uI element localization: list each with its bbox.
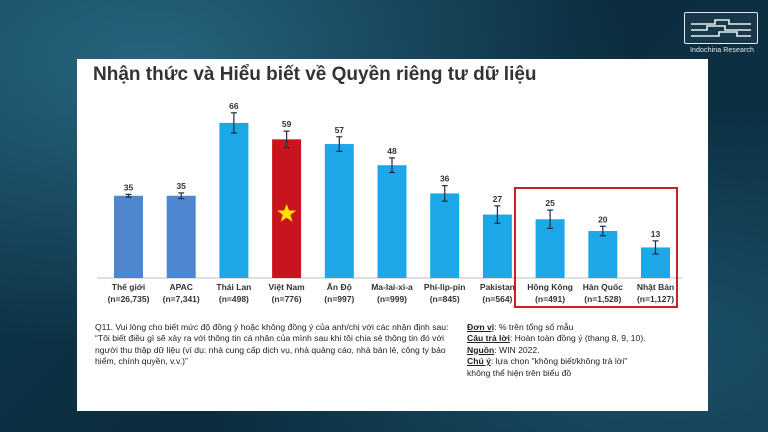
caution-note: Chú ý: lựa chọn "không biết/không trả lờ…: [467, 356, 628, 367]
unit-note: Đơn vị: % trên tổng số mẫu: [467, 322, 574, 332]
category-label: APAC: [169, 282, 192, 292]
category-label: Hàn Quốc: [583, 282, 623, 292]
sample-size-label: (n=498): [219, 294, 249, 304]
sample-size-label: (n=997): [324, 294, 354, 304]
category-label: Nhật Bản: [637, 282, 674, 292]
data-label: 35: [124, 182, 134, 192]
bar: [324, 144, 354, 278]
bar: [482, 214, 512, 278]
data-label: 57: [335, 125, 345, 135]
sample-size-label: (n=26,735): [108, 294, 150, 304]
sample-size-label: (n=845): [430, 294, 460, 304]
chart-notes: Đơn vị: % trên tổng số mẫu Câu trả lời: …: [467, 322, 703, 379]
question-text: Q11. Vui lòng cho biết mức độ đồng ý hoặ…: [95, 322, 449, 367]
data-label: 36: [440, 174, 450, 184]
data-label: 35: [176, 181, 186, 191]
bar: [430, 193, 460, 278]
page-title: Nhận thức và Hiểu biết về Quyền riêng tư…: [93, 64, 537, 85]
logo-text: Indochina Research: [689, 47, 755, 54]
data-label: 27: [493, 194, 503, 204]
sample-size-label: (n=1,127): [637, 294, 674, 304]
bar: [377, 165, 407, 278]
bar: [114, 195, 143, 278]
data-label: 20: [598, 214, 608, 224]
sample-size-label: (n=7,341): [163, 294, 200, 304]
category-label: Ma-lai-xi-a: [371, 282, 413, 292]
caution-note-line-2: không thể hiện trên biểu đồ: [467, 367, 572, 378]
category-label: Phi-lip-pin: [424, 282, 466, 292]
bar: [219, 122, 249, 279]
bar: [166, 195, 196, 278]
star-icon: [277, 203, 297, 222]
sample-size-label: (n=491): [535, 294, 565, 304]
category-label: Thái Lan: [216, 282, 251, 292]
sample-size-label: (n=1,528): [584, 294, 621, 304]
sample-size-label: (n=564): [482, 294, 512, 304]
data-label: 59: [282, 119, 292, 129]
category-label: Hồng Kông: [527, 282, 573, 292]
category-label: Pakistan: [480, 282, 515, 292]
logo-waves-icon: [691, 19, 751, 37]
answer-note: Câu trả lời: Hoàn toàn đồng ý (thang 8, …: [467, 333, 646, 344]
source-note: Nguồn: WIN 2022.: [467, 344, 540, 355]
data-label: 25: [545, 198, 555, 208]
company-logo: Indochina Research: [680, 12, 760, 60]
highlight-box: [514, 187, 678, 308]
category-label: Ấn Độ: [327, 282, 352, 292]
data-label: 66: [229, 101, 239, 111]
category-label: Việt Nam: [268, 282, 305, 292]
bar: [588, 231, 618, 278]
logo-mark: [684, 12, 758, 44]
sample-size-label: (n=776): [272, 294, 302, 304]
data-label: 13: [651, 229, 661, 239]
bar: [535, 219, 565, 278]
category-label: Thế giới: [112, 282, 145, 292]
sample-size-label: (n=999): [377, 294, 407, 304]
data-label: 48: [387, 146, 397, 156]
